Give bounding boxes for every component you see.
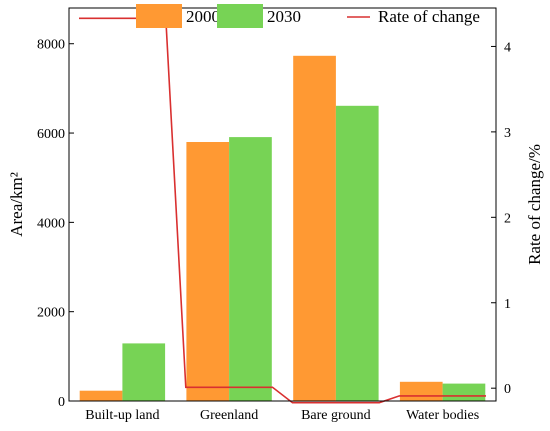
category-label-built-up-land: Built-up land	[85, 408, 159, 423]
right-tick-label-2: 2	[504, 211, 511, 226]
left-tick-label-2000: 2000	[37, 306, 65, 321]
right-tick-label-1: 1	[504, 297, 511, 312]
left-tick-label-4000: 4000	[37, 216, 65, 231]
rate-line-layer	[79, 17, 486, 404]
legend-label-2000: 2000	[186, 7, 220, 26]
category-label-bare-ground: Bare ground	[301, 408, 371, 423]
bars-layer	[79, 55, 486, 402]
bar-2000-built-up-land	[79, 390, 123, 401]
bar-2000-bare-ground	[293, 55, 336, 402]
legend-swatch-2000	[136, 4, 182, 28]
bar-2000-greenland	[186, 142, 230, 401]
bar-2030-water-bodies	[442, 383, 486, 401]
rate-of-change-line	[79, 17, 486, 404]
right-tick-label-4: 4	[504, 40, 511, 55]
category-label-water-bodies: Water bodies	[406, 408, 479, 423]
left-tick-label-6000: 6000	[37, 127, 65, 142]
plot-frame	[68, 7, 497, 402]
left-tick-label-8000: 8000	[37, 38, 65, 53]
legend-label-rate-of-change: Rate of change	[378, 7, 480, 26]
y-axis-left-title: Area/km²	[7, 172, 26, 237]
legend: 2000 2030 Rate of change	[136, 4, 480, 28]
bar-2030-greenland	[229, 137, 272, 401]
bar-2000-water-bodies	[399, 381, 443, 401]
left-tick-label-0: 0	[58, 395, 65, 410]
axes-layer: 0 2000 4000 6000 8000 0 1 2 3 4 Built-up land Green…	[7, 7, 544, 423]
legend-swatch-2030	[217, 4, 263, 28]
category-label-greenland: Greenland	[200, 408, 258, 423]
legend-label-2030: 2030	[267, 7, 301, 26]
y-axis-right-title: Rate of change/%	[525, 144, 544, 265]
bar-2030-bare-ground	[335, 105, 379, 402]
right-tick-label-0: 0	[504, 382, 511, 397]
right-tick-label-3: 3	[504, 126, 511, 141]
bar-2030-built-up-land	[122, 343, 166, 401]
